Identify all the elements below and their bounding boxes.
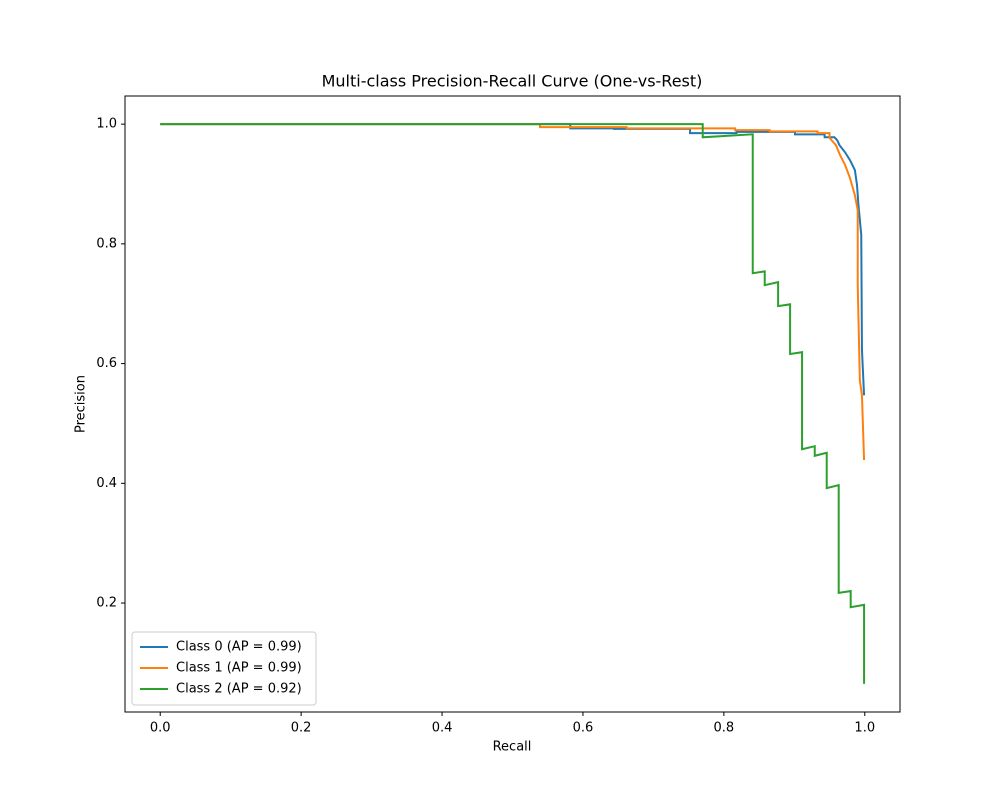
legend-label: Class 1 (AP = 0.99) — [176, 661, 302, 676]
x-tick-label: 0.6 — [573, 721, 594, 736]
legend-box — [131, 631, 317, 706]
y-tick-label: 1.0 — [96, 117, 117, 132]
legend-label: Class 2 (AP = 0.92) — [176, 682, 302, 697]
chart-title: Multi-class Precision-Recall Curve (One-… — [322, 72, 703, 91]
y-tick-label: 0.8 — [96, 236, 117, 251]
y-tick-label: 0.6 — [96, 356, 117, 371]
legend-label: Class 0 (AP = 0.99) — [176, 640, 302, 655]
x-tick-label: 0.4 — [432, 721, 453, 736]
x-tick-label: 0.0 — [150, 721, 171, 736]
x-tick-label: 1.0 — [854, 721, 875, 736]
x-tick-label: 0.2 — [291, 721, 312, 736]
series-line — [160, 123, 866, 684]
legend: Class 0 (AP = 0.99) Class 1 (AP = 0.99) Cl… — [131, 631, 317, 706]
y-axis-label: Precision — [74, 375, 89, 433]
plot-frame — [124, 95, 901, 713]
y-tick-label: 0.4 — [96, 476, 117, 491]
x-tick-label: 0.8 — [714, 721, 735, 736]
series-line — [160, 123, 866, 396]
y-tick-label: 0.2 — [96, 596, 117, 611]
series-line — [160, 123, 866, 461]
x-axis-label: Recall — [493, 740, 532, 755]
